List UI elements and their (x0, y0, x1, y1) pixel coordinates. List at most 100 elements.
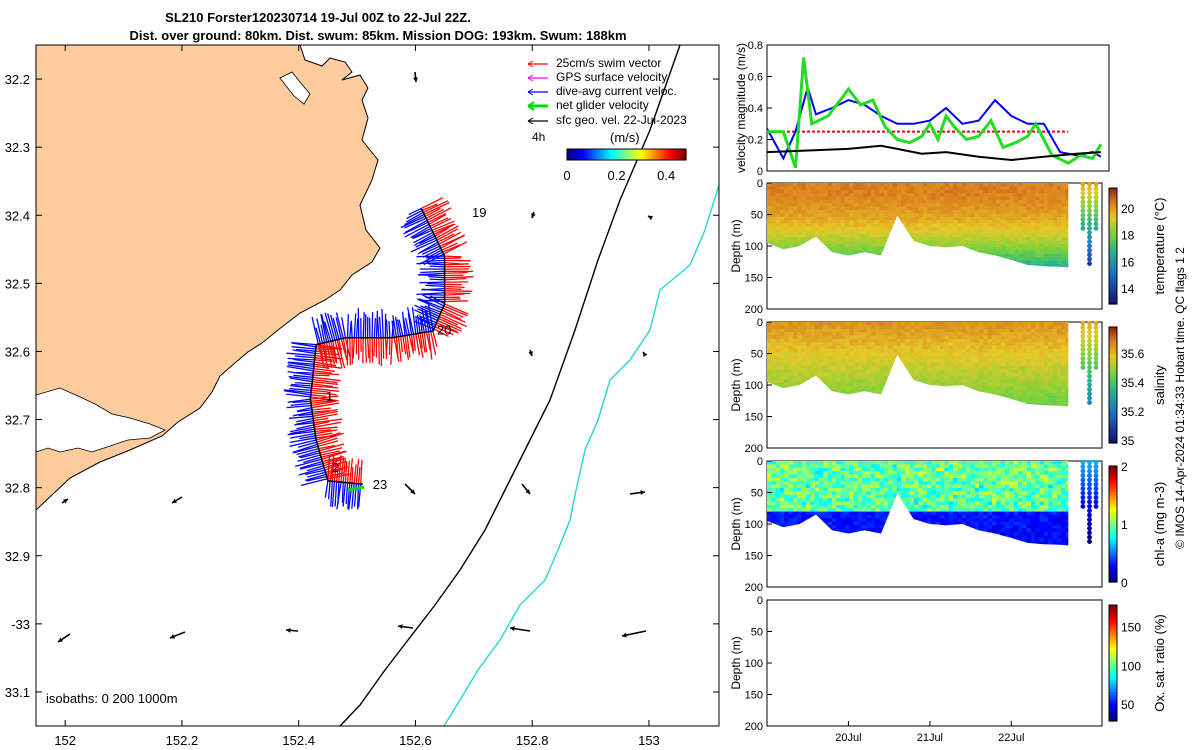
profile-cell (797, 471, 803, 476)
profile-cell (1065, 186, 1069, 191)
profile-colorbar-cell (1109, 283, 1117, 288)
profile-cell (775, 504, 781, 510)
profile-cell (953, 199, 959, 205)
profile-cell (771, 240, 777, 245)
profile-dot (1080, 351, 1086, 357)
profile-cell (931, 243, 937, 248)
profile-cell (1031, 247, 1037, 252)
profile-cell (961, 345, 967, 350)
profile-cell (940, 349, 946, 354)
profile-cell (992, 199, 998, 205)
profile-cell (814, 226, 820, 232)
profile-cell (788, 342, 794, 347)
profile-cell (1000, 322, 1006, 327)
swim-vector (319, 443, 345, 452)
profile-cell (827, 325, 833, 330)
profile-cell (1005, 372, 1011, 377)
profile-cell (836, 247, 842, 252)
profile-cell (1026, 233, 1032, 238)
profile-cell (827, 210, 833, 215)
profile-cell (1000, 186, 1006, 191)
profile-cell (1044, 365, 1050, 371)
profile-cell (1013, 220, 1019, 225)
profile-cell (823, 213, 829, 218)
profile-ytick-label: 0 (757, 178, 763, 190)
profile-cell (927, 328, 933, 333)
profile-cell (823, 193, 829, 198)
profile-cell (1026, 253, 1032, 259)
profile-cell (901, 342, 907, 347)
profile-cell (918, 322, 924, 327)
profile-cell (983, 365, 989, 371)
current-vector (385, 319, 389, 338)
profile-cell (771, 355, 777, 360)
profile-cell (831, 250, 837, 255)
profile-cell (1031, 230, 1037, 235)
profile-cell (896, 183, 902, 188)
profile-cell (1005, 226, 1011, 232)
profile-cell (883, 206, 889, 211)
colorbar-tick-label: 0.4 (657, 168, 675, 183)
profile-cell (896, 210, 902, 215)
swim-vector (444, 292, 471, 295)
profile-cell (879, 372, 885, 377)
profile-cell (862, 186, 868, 191)
profile-cell (931, 213, 937, 218)
profile-cell (797, 477, 803, 483)
profile-cell (918, 206, 924, 211)
swim-vector (315, 348, 335, 351)
profile-cell (801, 196, 807, 201)
swim-vector (431, 220, 455, 231)
current-vector (306, 465, 324, 472)
profile-colorbar-cell (1109, 295, 1117, 299)
profile-cell (1013, 186, 1019, 191)
profile-cell (797, 369, 803, 374)
profile-cell (992, 240, 998, 245)
profile-cell (987, 325, 993, 330)
swim-vector (435, 225, 459, 239)
profile-cell (862, 226, 868, 232)
profile-cell (771, 511, 777, 516)
profile-cell (1013, 230, 1019, 235)
profile-cell (818, 342, 824, 347)
profile-cell (831, 213, 837, 218)
profile-cell (1018, 332, 1024, 337)
profile-cell (1039, 216, 1045, 221)
legend-current-label: dive-avg current veloc. (556, 84, 677, 98)
profile-cell (974, 210, 980, 215)
profile-cell (1000, 338, 1006, 344)
profile-cell (836, 220, 842, 225)
profile-cell (905, 332, 911, 337)
profile-cell (1013, 369, 1019, 374)
profile-cell (1000, 237, 1006, 242)
profile-cell (927, 352, 933, 357)
current-vector (416, 261, 445, 265)
profile-dot (1080, 190, 1086, 196)
profile-cell (918, 220, 924, 225)
colorbar-cell (606, 149, 610, 160)
profile-cell (870, 247, 876, 252)
profile-cell (797, 210, 803, 215)
profile-cell (1000, 189, 1006, 194)
net-velocity-arrow (347, 485, 365, 492)
profile-cell (771, 196, 777, 201)
profile-cell (801, 481, 807, 486)
profile-cell (1052, 342, 1058, 347)
profile-cell (1052, 183, 1058, 188)
profile-cell (957, 189, 963, 194)
profile-cell (987, 345, 993, 350)
profile-cell (814, 199, 820, 205)
profile-cell (1035, 240, 1041, 245)
profile-cell (1039, 240, 1045, 245)
profile-cell (996, 332, 1002, 337)
swim-vector (313, 370, 332, 374)
profile-cell (788, 488, 794, 493)
profile-cell (996, 203, 1002, 208)
colorbar-cell (674, 149, 677, 160)
profile-cell (987, 230, 993, 235)
profile-cell (1035, 392, 1041, 398)
profile-dot (1093, 334, 1099, 339)
profile-cell (944, 186, 950, 191)
profile-cell (870, 213, 876, 218)
profile-dot (1087, 365, 1092, 370)
